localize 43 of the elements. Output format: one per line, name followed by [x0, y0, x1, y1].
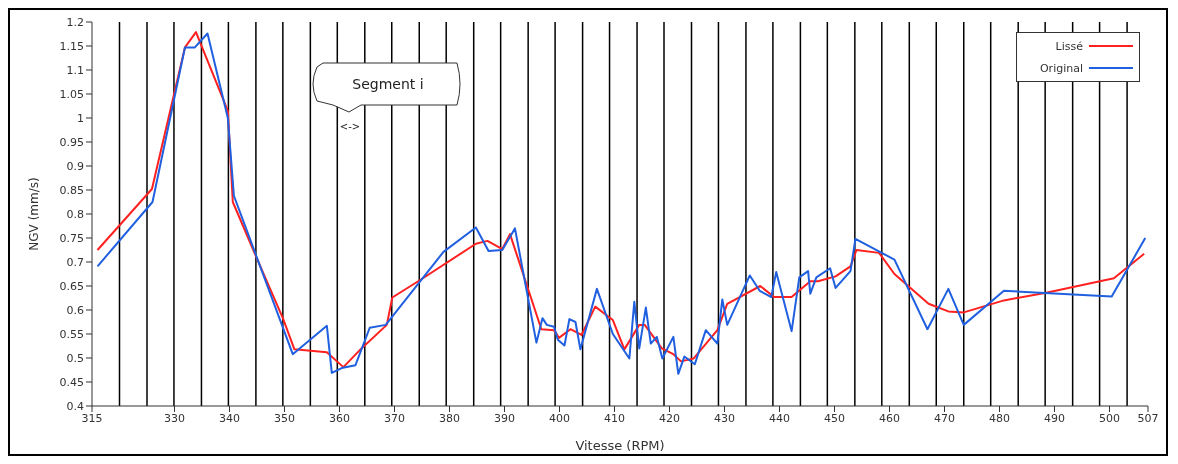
y-tick-label: 0.45 — [59, 375, 84, 389]
y-tick-label: 0.6 — [66, 303, 84, 317]
x-tick-label: 430 — [714, 411, 735, 425]
x-tick-label: 410 — [604, 411, 625, 425]
x-tick-label: 460 — [879, 411, 900, 425]
x-tick-label: 507 — [1137, 411, 1159, 425]
y-tick-label: 0.65 — [59, 279, 84, 293]
y-tick-label: 0.5 — [66, 351, 84, 365]
y-tick-label: 1.2 — [66, 15, 84, 29]
x-tick-label: 330 — [164, 411, 185, 425]
x-tick-label: 315 — [81, 411, 103, 425]
y-tick-label: 0.4 — [66, 399, 84, 413]
y-axis-title: NGV (mm/s) — [27, 177, 42, 251]
x-tick-label: 400 — [549, 411, 570, 425]
y-tick-label: 1.15 — [59, 39, 84, 53]
x-tick-label: 450 — [824, 411, 845, 425]
annotation: <-> — [339, 121, 361, 132]
y-tick-label: 0.85 — [59, 183, 84, 197]
x-tick-label: 360 — [329, 411, 350, 425]
y-tick-label: 0.9 — [66, 159, 84, 173]
x-tick-label: 370 — [384, 411, 405, 425]
y-tick-label: 1.1 — [66, 63, 84, 77]
y-tick-label: 0.7 — [66, 255, 84, 269]
legend-label: Lissé — [1055, 39, 1083, 53]
annotation: Segment i — [352, 76, 424, 92]
y-tick-label: 0.55 — [59, 327, 84, 341]
x-axis-title: Vitesse (RPM) — [575, 438, 665, 453]
x-tick-label: 490 — [1044, 411, 1065, 425]
x-tick-label: 420 — [659, 411, 680, 425]
x-tick-label: 480 — [989, 411, 1010, 425]
y-tick-label: 1 — [77, 111, 84, 125]
y-tick-label: 0.95 — [59, 135, 84, 149]
legend-label: Original — [1039, 61, 1083, 75]
x-tick-label: 340 — [219, 411, 240, 425]
y-tick-label: 1.05 — [59, 87, 84, 101]
y-tick-label: 0.75 — [59, 231, 84, 245]
y-tick-label: 0.8 — [66, 207, 84, 221]
x-tick-label: 470 — [934, 411, 955, 425]
x-tick-label: 390 — [494, 411, 515, 425]
x-tick-label: 500 — [1099, 411, 1120, 425]
x-tick-label: 350 — [274, 411, 295, 425]
x-tick-label: 380 — [439, 411, 460, 425]
x-tick-label: 440 — [769, 411, 790, 425]
